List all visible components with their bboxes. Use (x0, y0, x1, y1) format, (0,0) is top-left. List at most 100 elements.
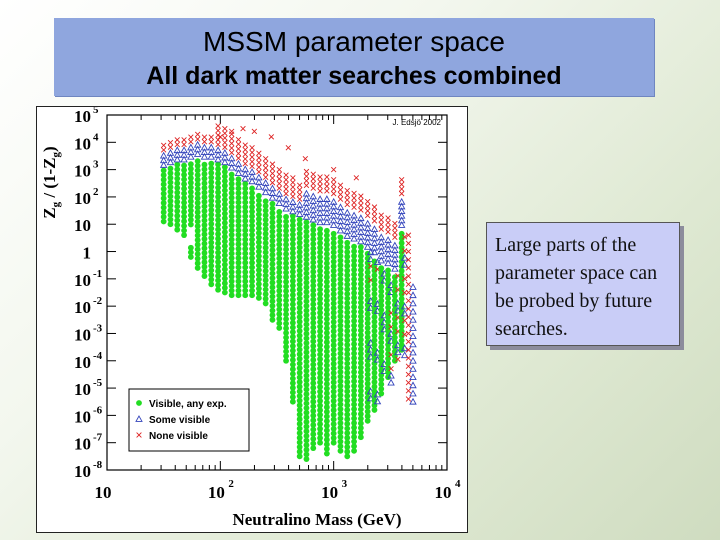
none-visible-point (269, 175, 276, 181)
visible-point (235, 208, 242, 215)
visible-point (276, 209, 283, 215)
visible-point (221, 238, 228, 245)
visible-point (323, 357, 330, 364)
visible-point (323, 232, 330, 239)
some-visible-point (366, 255, 375, 263)
none-visible-point (324, 188, 330, 194)
visible-point (269, 251, 276, 258)
visible-point (351, 364, 357, 371)
visible-point (235, 180, 242, 187)
none-visible-point (262, 169, 269, 176)
visible-point (317, 425, 323, 432)
visible-point (303, 275, 310, 281)
none-visible-point (235, 155, 242, 161)
some-visible-point (370, 248, 379, 256)
visible-point (215, 259, 221, 265)
visible-point (317, 254, 323, 260)
visible-point (208, 239, 215, 246)
none-visible-point (242, 151, 248, 158)
visible-point (201, 194, 208, 201)
some-visible-point (159, 156, 168, 164)
some-visible-point (227, 159, 236, 166)
visible-point (337, 304, 344, 310)
visible-point (357, 364, 364, 371)
visible-point (351, 396, 357, 403)
visible-point (201, 217, 208, 224)
visible-point (323, 255, 330, 262)
some-visible-point (227, 163, 236, 171)
visible-point (160, 204, 167, 211)
some-visible-point (409, 299, 417, 307)
visible-point (330, 435, 337, 441)
some-visible-point (282, 204, 290, 212)
visible-point (310, 222, 317, 229)
some-visible-point (357, 237, 365, 245)
visible-point (310, 384, 317, 391)
some-visible-point (350, 225, 358, 233)
none-visible-point (371, 218, 378, 224)
none-visible-point (167, 139, 174, 146)
visible-point (303, 395, 310, 402)
visible-point (371, 277, 378, 283)
visible-point (330, 258, 337, 265)
visible-point (160, 190, 167, 197)
visible-point (208, 197, 215, 204)
visible-point (303, 400, 310, 407)
none-visible-point (310, 180, 316, 187)
visible-point (242, 227, 249, 234)
visible-point (215, 221, 221, 228)
visible-point (310, 236, 317, 243)
visible-point (262, 258, 269, 265)
visible-point (337, 243, 344, 250)
visible-point (255, 262, 262, 269)
visible-point (242, 292, 249, 299)
none-visible-point (405, 371, 412, 378)
some-visible-point (295, 200, 304, 208)
none-visible-point (249, 163, 255, 170)
visible-point (351, 290, 357, 296)
visible-point (235, 190, 242, 196)
some-visible-point (336, 208, 345, 215)
y-axis-label-part: g (50, 151, 62, 157)
credit-text: J. Edsjö 2002 (393, 118, 442, 127)
visible-point (344, 416, 351, 423)
visible-point (242, 222, 249, 229)
visible-point (228, 213, 235, 220)
some-visible-point (302, 194, 311, 202)
visible-point (228, 269, 235, 275)
visible-point (262, 295, 269, 302)
none-visible-point (235, 136, 242, 143)
visible-point (208, 276, 215, 283)
y-tick-exponent: 2 (93, 186, 99, 198)
none-visible-point (395, 356, 401, 362)
visible-point (344, 337, 351, 344)
visible-point (269, 293, 276, 300)
visible-point (378, 302, 385, 309)
visible-point (317, 333, 323, 339)
none-visible-point (405, 273, 412, 279)
visible-point (228, 292, 235, 299)
visible-point (289, 245, 296, 252)
visible-point (351, 327, 357, 334)
visible-point (310, 361, 317, 368)
visible-point (235, 278, 242, 285)
visible-point (357, 257, 364, 264)
visible-point (357, 336, 364, 343)
visible-point (378, 344, 385, 351)
visible-point (255, 276, 262, 283)
some-visible-point (329, 202, 338, 210)
visible-point (187, 175, 194, 181)
some-visible-point (166, 158, 175, 166)
visible-point (174, 189, 181, 196)
some-visible-point (397, 216, 406, 224)
visible-point (330, 416, 337, 423)
none-visible-point (405, 379, 412, 386)
none-visible-point (405, 257, 412, 263)
visible-point (317, 240, 323, 246)
visible-point (289, 222, 296, 229)
visible-point (303, 256, 310, 263)
visible-point (317, 268, 323, 274)
visible-point (289, 352, 296, 359)
visible-point (194, 195, 201, 202)
visible-point (187, 184, 194, 191)
